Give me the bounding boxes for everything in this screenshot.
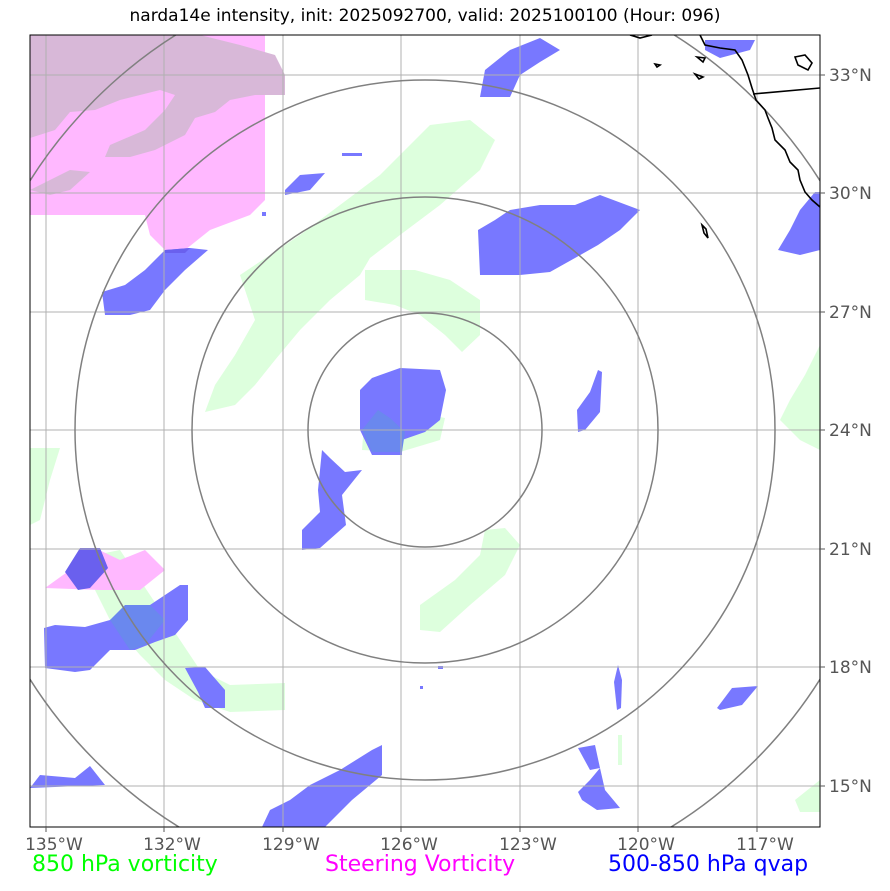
qvap-small-north xyxy=(285,173,325,195)
vort850-band-east xyxy=(365,270,480,352)
island-2 xyxy=(694,55,707,64)
vort850-sliver xyxy=(618,735,622,765)
vort850-sw-band xyxy=(95,550,285,712)
qvap-bottom-left xyxy=(30,766,105,788)
island-1 xyxy=(793,54,813,72)
lon-label-135w: 135°W xyxy=(25,835,83,855)
lat-label-27n: 27°N xyxy=(829,303,872,323)
qvap-far-east xyxy=(778,192,820,255)
qvap-east-small xyxy=(717,686,758,710)
coast-top xyxy=(629,35,653,39)
lat-label-33n: 33°N xyxy=(829,66,872,86)
lat-label-30n: 30°N xyxy=(829,184,872,204)
gridlines xyxy=(30,35,820,827)
qvap-dot-1 xyxy=(262,212,266,216)
lon-label-129w: 129°W xyxy=(262,835,320,855)
lat-label-21n: 21°N xyxy=(829,540,872,560)
vort850-se-edge xyxy=(795,780,820,812)
qvap-east-large xyxy=(478,195,640,275)
legend-qvap: 500-850 hPa qvap xyxy=(608,852,809,877)
qvap-overlap-nw xyxy=(65,548,108,590)
qvap-sw-small xyxy=(185,667,225,708)
ring-1 xyxy=(307,312,543,548)
qvap-se-1 xyxy=(578,745,600,770)
map-title: narda14e intensity, init: 2025092700, va… xyxy=(129,6,721,26)
qvap-east-narrow xyxy=(577,370,602,432)
lon-label-126w: 126°W xyxy=(380,835,438,855)
vort850-west-edge xyxy=(30,448,60,525)
steering-nw-overlap xyxy=(30,35,285,157)
qvap-overlap-w xyxy=(110,605,165,650)
qvap-dot-4 xyxy=(342,153,362,156)
qvap-overlap-center xyxy=(362,410,405,452)
axes-frame xyxy=(29,34,821,828)
coastline-baja xyxy=(699,35,820,208)
vort850-east-edge xyxy=(780,345,820,450)
lon-label-132w: 132°W xyxy=(143,835,201,855)
lon-label-123w: 123°W xyxy=(499,835,557,855)
vort850-south-blob xyxy=(420,528,520,632)
lat-label-24n: 24°N xyxy=(829,421,872,441)
island-4 xyxy=(692,72,705,81)
ring-3 xyxy=(74,79,776,781)
lon-labels: 135°W 132°W 129°W 126°W 123°W 120°W 117°… xyxy=(25,835,794,855)
steering-nw-overlap-small xyxy=(30,170,90,195)
lat-labels: 33°N 30°N 27°N 24°N 21°N 18°N 15°N xyxy=(829,66,872,797)
qvap-se-2 xyxy=(578,768,620,810)
qvap-overlap-n xyxy=(165,248,190,253)
qvap-west-northern xyxy=(102,248,208,315)
qvap-se-thin xyxy=(614,665,622,710)
legend-850-vorticity: 850 hPa vorticity xyxy=(32,852,218,877)
ticks xyxy=(45,74,825,832)
coastline xyxy=(629,35,820,239)
lat-label-15n: 15°N xyxy=(829,777,872,797)
island-3 xyxy=(653,62,663,69)
island-5 xyxy=(700,222,709,239)
lon-label-120w: 120°W xyxy=(617,835,675,855)
qvap-dot-3 xyxy=(420,686,423,689)
legend-steering-vorticity: Steering Vorticity xyxy=(325,852,516,877)
lon-label-117w: 117°W xyxy=(736,835,794,855)
lat-label-18n: 18°N xyxy=(829,658,872,678)
ring-2 xyxy=(191,196,659,664)
border-line xyxy=(752,87,820,95)
